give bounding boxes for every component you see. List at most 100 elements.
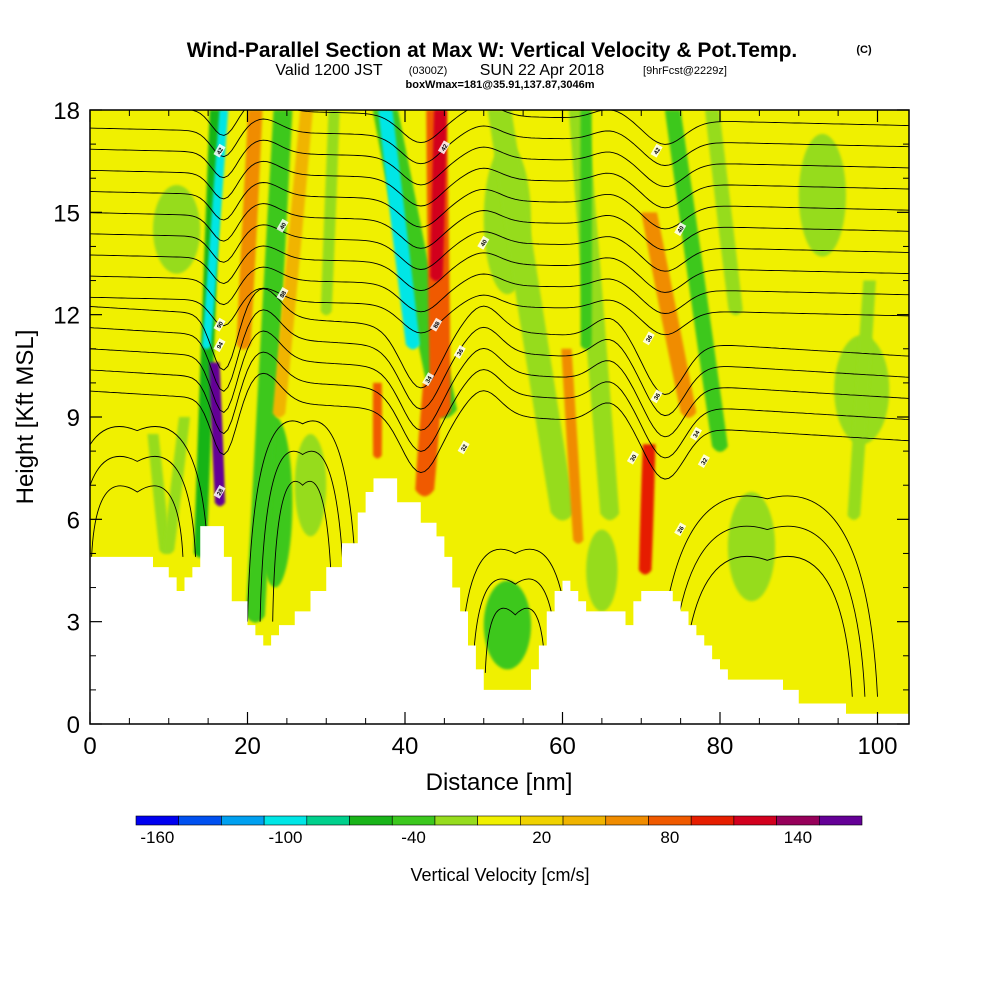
contour-label-text-2: 88 (280, 290, 289, 299)
velocity-region-6 (798, 133, 846, 257)
contour-label-text-8: 88 (433, 320, 442, 329)
y-tick-label-3: 9 (67, 405, 80, 432)
subtitle-date: SUN 22 Apr 2018 (480, 62, 605, 79)
velocity-streak-24 (847, 280, 876, 520)
contour-label-text-15: 36 (654, 392, 663, 401)
x-axis-label: Distance [nm] (426, 769, 573, 796)
contour-label-bg-17 (697, 454, 710, 469)
contour-label-text-11: 32 (461, 443, 470, 452)
isentrope-11 (90, 160, 909, 209)
contour-label-bg-11 (457, 440, 470, 455)
isentrope-dome-0-0 (90, 426, 209, 557)
contour-label-17: 32 (697, 454, 710, 469)
isentrope-dome-0-2 (91, 485, 184, 557)
isentrope-13 (90, 118, 909, 166)
subtitle-forecast: [9hrFcst@2229z] (643, 65, 727, 77)
contour-label-19: 26 (674, 522, 687, 537)
isentrope-8 (90, 224, 909, 272)
contour-label-18: 30 (626, 450, 639, 465)
subtitle-box: boxWmax=181@35.91,137.87,3046m (406, 79, 595, 91)
contour-label-bg-6 (437, 140, 450, 155)
colorbar-swatch-8 (477, 815, 521, 826)
velocity-streak-15 (664, 110, 728, 452)
contour-label-text-16: 34 (693, 430, 702, 439)
colorbar-swatch-11 (605, 815, 649, 826)
velocity-streak-6 (211, 382, 224, 493)
colorbar-swatch-4 (306, 815, 350, 826)
contour-label-bg-13 (674, 222, 687, 237)
contour-label-bg-1 (276, 218, 289, 233)
contour-label-0: 42 (213, 143, 226, 158)
colorbar-tick-label-0: -160 (140, 828, 174, 847)
contour-label-text-6: 42 (441, 143, 450, 152)
velocity-streak-21 (320, 110, 340, 316)
colorbar-tick-label-5: 140 (784, 828, 812, 847)
y-tick-label-2: 6 (67, 507, 80, 534)
isentrope-0 (90, 372, 909, 480)
contour-label-3: 90 (213, 317, 226, 332)
isentrope-dome-0-1 (90, 456, 196, 557)
colorbar-swatch-16 (818, 815, 863, 826)
contour-label-11: 32 (457, 440, 470, 455)
isentrope-5 (90, 287, 909, 336)
isentrope-14 (187, 110, 909, 145)
y-tick-label-4: 12 (53, 303, 80, 330)
velocity-streak-2 (236, 110, 263, 350)
contour-label-16: 34 (689, 426, 702, 441)
y-axis-label: Height [Kft MSL] (12, 330, 39, 505)
contour-label-bg-10 (422, 372, 435, 387)
contour-label-text-4: 94 (217, 341, 226, 350)
contour-label-bg-18 (626, 450, 639, 465)
isentrope-4 (90, 288, 909, 395)
chart-title: Wind-Parallel Section at Max W: Vertical… (187, 39, 872, 62)
colorbar-tick-label-2: -40 (401, 828, 426, 847)
contour-label-bg-7 (477, 235, 490, 250)
colorbar-swatch-15 (776, 815, 820, 826)
isentrope-1 (90, 351, 909, 459)
y-tick-label-6: 18 (53, 98, 80, 125)
contour-label-bg-2 (276, 287, 289, 301)
colorbar-swatch-13 (690, 815, 735, 826)
isentrope-dome-3-2 (681, 555, 853, 697)
x-tick-label-3: 60 (549, 733, 576, 760)
isentrope-2 (90, 330, 909, 438)
colorbar-swatch-2 (221, 815, 265, 826)
contour-label-6: 42 (437, 140, 450, 155)
contour-label-text-3: 90 (217, 320, 226, 329)
isentrope-10 (90, 182, 909, 230)
contour-label-8: 88 (430, 317, 443, 332)
contour-label-bg-14 (642, 331, 655, 346)
colorbar-swatch-3 (263, 815, 308, 826)
contour-label-1: 40 (276, 218, 289, 233)
colorbar-swatch-0 (135, 815, 180, 826)
isentrope-dome-2-2 (484, 607, 546, 673)
y-tick-label-1: 3 (67, 610, 80, 637)
x-tick-label-1: 20 (234, 733, 261, 760)
colorbar-tick-label-3: 20 (532, 828, 551, 847)
colorbar-swatch-14 (733, 815, 777, 826)
contour-label-10: 34 (422, 372, 435, 387)
contour-label-text-10: 34 (425, 375, 434, 384)
isentrope-dome-3-0 (656, 495, 878, 697)
subtitle-utc: (0300Z) (409, 65, 448, 77)
velocity-region-2 (727, 492, 776, 602)
contour-label-12: 42 (650, 143, 663, 158)
colorbar-swatch-10 (562, 815, 607, 826)
contour-label-bg-3 (213, 317, 226, 332)
contour-label-9: 36 (453, 344, 466, 359)
velocity-streak-12 (415, 382, 443, 497)
velocity-streak-1 (202, 110, 229, 350)
isentrope-labels: 42 40 88 90 94 28 42 40 88 36 34 32 42 40 36 36 34 32 30 26 (213, 140, 710, 537)
colorbar-swatch-12 (648, 815, 692, 826)
velocity-streak-13 (487, 110, 575, 521)
isentrope-dome-1-0 (247, 420, 359, 622)
velocity-streak-17 (561, 348, 584, 544)
colorbar-title: Vertical Velocity [cm/s] (410, 865, 589, 885)
contour-label-bg-5 (213, 484, 226, 499)
contour-label-text-14: 36 (646, 334, 655, 343)
contour-label-bg-8 (430, 317, 443, 332)
title-main: Wind-Parallel Section at Max W: Vertical… (187, 39, 798, 62)
colorbar-swatch-5 (349, 815, 393, 826)
subtitle-valid: Valid 1200 JST (275, 62, 383, 79)
